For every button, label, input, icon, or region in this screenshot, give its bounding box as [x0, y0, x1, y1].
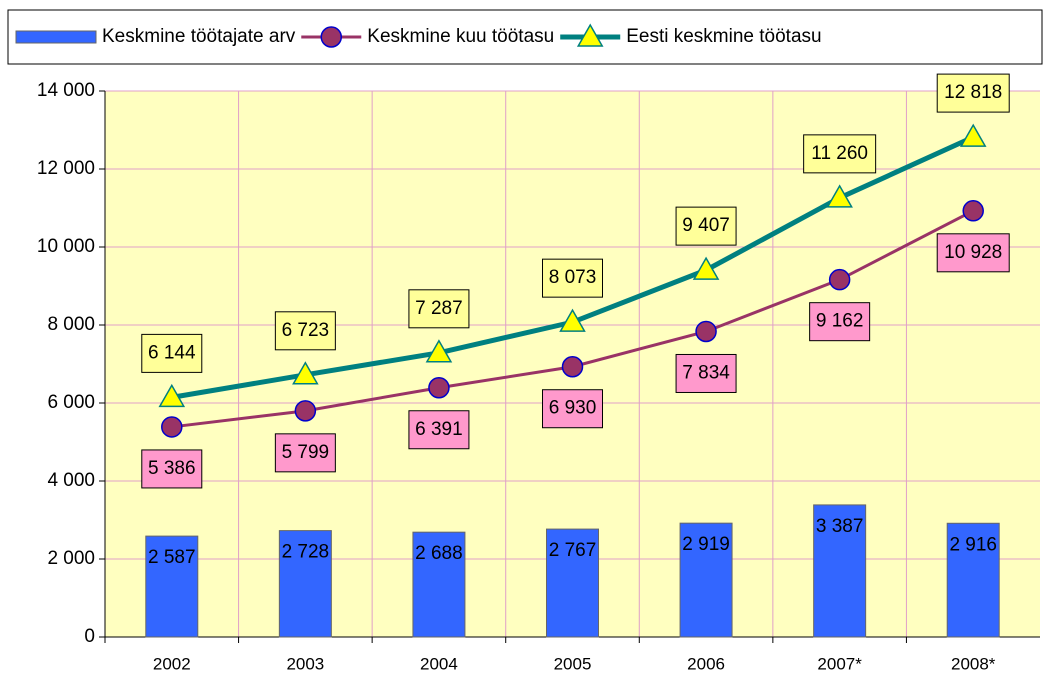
point [425, 339, 453, 363]
data-label: 10 928 [944, 242, 1002, 263]
x-tick-label: 2004 [420, 654, 458, 673]
data-label: 9 162 [816, 311, 864, 332]
y-tick-label: 2 000 [47, 548, 95, 569]
x-tick-label: 2007* [817, 654, 862, 673]
data-label: 9 407 [682, 215, 730, 236]
data-label-box [675, 206, 737, 246]
data-label: 5 799 [282, 442, 330, 463]
y-tick-label: 12 000 [37, 158, 95, 179]
data-label-box [542, 258, 603, 298]
y-tick-label: 4 000 [47, 470, 95, 491]
point [695, 320, 717, 343]
data-label: 12 818 [944, 82, 1002, 103]
point [428, 377, 450, 399]
legend-swatch [15, 30, 97, 44]
point [561, 355, 584, 378]
data-label-box [141, 333, 203, 373]
data-label: 6 391 [415, 419, 463, 440]
y-tick-label: 6 000 [47, 392, 95, 413]
point [692, 256, 720, 280]
bar [546, 528, 599, 638]
data-label: 7 834 [682, 362, 730, 383]
bar [813, 504, 867, 638]
data-label-box [408, 410, 470, 450]
point [559, 308, 586, 332]
point [158, 383, 186, 408]
point [962, 200, 984, 222]
data-label: 2 587 [148, 547, 196, 568]
data-label: 8 073 [549, 267, 597, 288]
point [826, 184, 853, 208]
bar [145, 535, 199, 638]
x-tick-label: 2005 [554, 654, 592, 673]
bar [412, 531, 466, 638]
data-label-box [936, 233, 1010, 273]
bar [679, 522, 733, 638]
point [294, 400, 317, 422]
data-label: 2 919 [682, 534, 730, 555]
data-label: 7 287 [415, 298, 463, 319]
x-tick-label: 2006 [687, 654, 725, 673]
data-label-box [408, 289, 470, 329]
legend-marker [320, 26, 343, 48]
data-label: 6 930 [549, 398, 597, 419]
data-label: 2 728 [282, 542, 330, 563]
y-tick-label: 10 000 [37, 236, 95, 257]
data-label: 2 767 [549, 540, 597, 561]
data-label: 5 386 [148, 458, 196, 479]
data-label-box [803, 134, 877, 174]
data-label: 6 144 [148, 342, 196, 363]
data-label-box [542, 389, 603, 429]
legend-label: Keskmine töötajate arv [102, 26, 296, 47]
y-tick-label: 8 000 [47, 314, 95, 335]
data-label-box [274, 311, 336, 351]
data-label-box [809, 302, 871, 342]
legend-box [7, 9, 1043, 65]
legend-marker [576, 23, 604, 47]
x-tick-label: 2008* [951, 654, 996, 673]
data-label: 3 387 [816, 516, 864, 537]
data-label: 2 916 [949, 534, 997, 555]
point [959, 123, 987, 147]
data-label: 11 260 [811, 143, 868, 164]
point [828, 268, 851, 291]
bar [278, 530, 332, 638]
y-tick-label: 14 000 [37, 80, 95, 101]
data-label: 2 688 [415, 543, 463, 564]
data-label-box [274, 433, 336, 473]
x-tick-label: 2002 [153, 654, 191, 673]
data-label: 6 723 [282, 320, 330, 341]
point [292, 361, 319, 385]
data-label-box [936, 73, 1010, 113]
bar [946, 522, 1000, 638]
data-label-box [675, 353, 737, 393]
point [161, 416, 183, 438]
legend-label: Keskmine kuu töötasu [367, 26, 554, 47]
legend-label: Eesti keskmine töötasu [626, 26, 821, 47]
y-tick-label: 0 [84, 626, 95, 647]
data-label-box [141, 449, 203, 489]
x-tick-label: 2003 [286, 654, 324, 673]
